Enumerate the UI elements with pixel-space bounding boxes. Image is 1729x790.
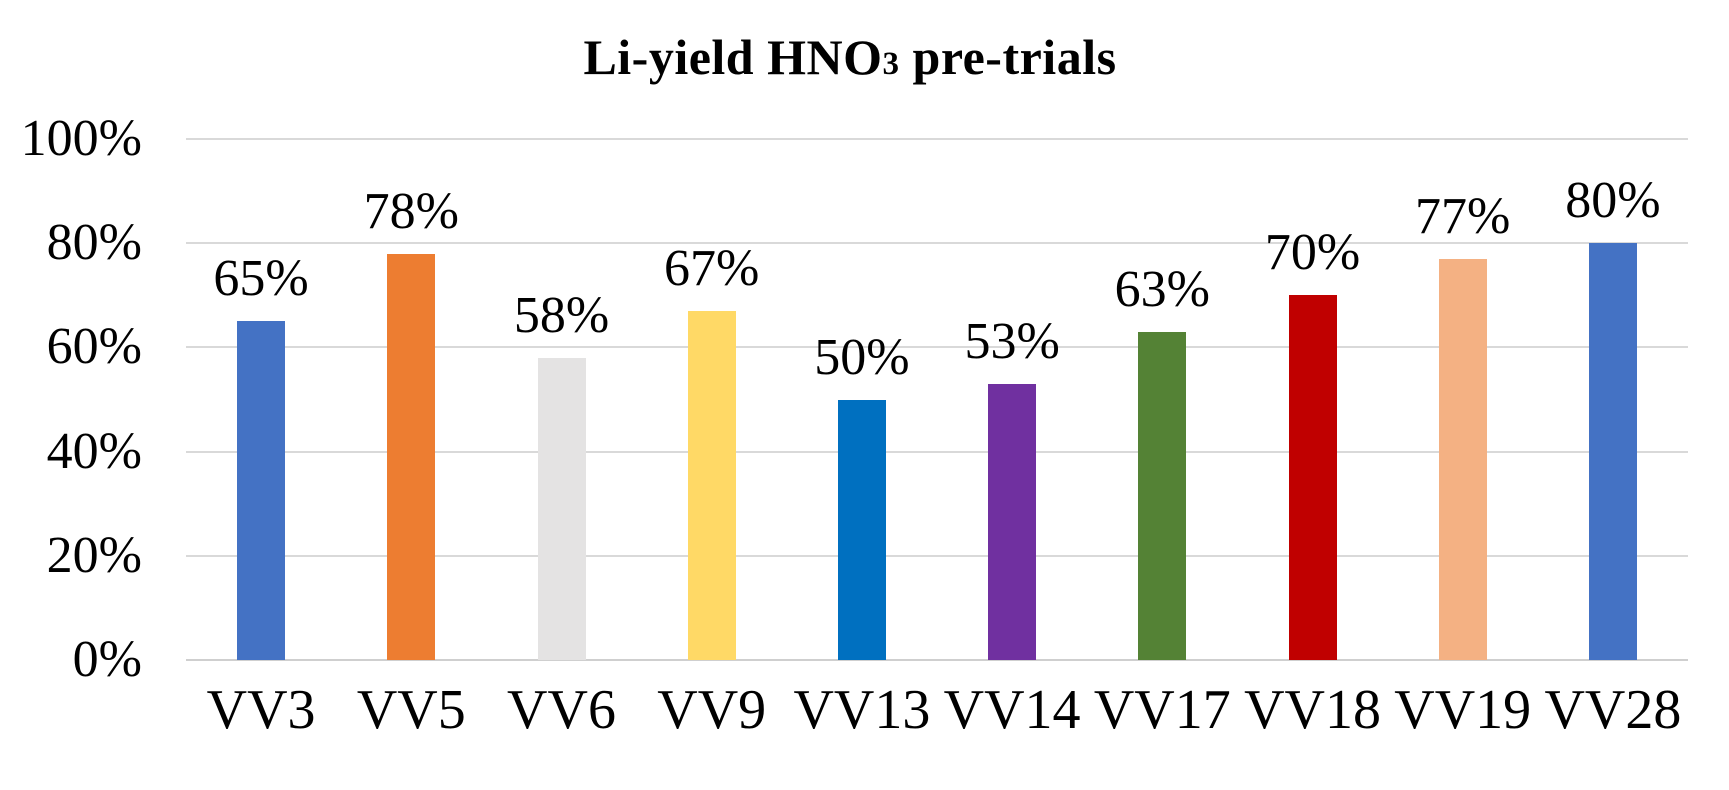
x-axis-label-vv9: VV9 bbox=[657, 679, 767, 741]
chart-title-subscript: 3 bbox=[882, 46, 900, 82]
category-vv18: 70% VV18 bbox=[1237, 139, 1387, 738]
bar-vv9 bbox=[687, 310, 736, 660]
bars-row: 65% VV3 78% VV5 58% VV6 67% VV9 50% VV13 53% VV14 63… bbox=[186, 139, 1688, 738]
data-label-vv18: 70% bbox=[1264, 224, 1361, 282]
category-vv19: 77% VV19 bbox=[1388, 139, 1538, 738]
x-axis-label-vv5: VV5 bbox=[356, 679, 466, 741]
chart-title-prefix: Li-yield HNO bbox=[583, 29, 883, 85]
bar-vv17 bbox=[1138, 331, 1187, 660]
category-vv17: 63% VV17 bbox=[1087, 139, 1237, 738]
x-axis-label-vv28: VV28 bbox=[1544, 679, 1682, 741]
x-axis-label-vv18: VV18 bbox=[1244, 679, 1381, 741]
x-axis-label-vv6: VV6 bbox=[507, 679, 616, 741]
gridlines-layer: 0% 20% 40% 60% 80% 100% bbox=[21, 113, 1688, 686]
bar-vv19 bbox=[1438, 258, 1487, 660]
data-label-vv13: 50% bbox=[814, 328, 910, 386]
x-axis-label-vv14: VV14 bbox=[943, 679, 1081, 741]
x-axis-label-vv17: VV17 bbox=[1093, 679, 1231, 741]
category-vv6: 58% VV6 bbox=[486, 139, 636, 738]
data-label-vv3: 65% bbox=[213, 250, 309, 308]
data-label-vv6: 58% bbox=[513, 286, 610, 344]
data-label-vv17: 63% bbox=[1114, 260, 1210, 318]
data-label-vv5: 78% bbox=[363, 182, 459, 240]
bar-vv14 bbox=[988, 383, 1037, 660]
gridline-0 bbox=[186, 659, 1688, 661]
bar-vv3 bbox=[237, 321, 286, 660]
chart-title: Li-yield HNO3 pre-trials bbox=[0, 28, 1700, 86]
gridline-80 bbox=[186, 242, 1688, 245]
bar-vv18 bbox=[1288, 295, 1337, 660]
x-axis-label-vv3: VV3 bbox=[206, 679, 316, 741]
category-vv14: 53% VV14 bbox=[937, 139, 1087, 738]
data-label-vv28: 80% bbox=[1565, 172, 1661, 230]
data-label-vv14: 53% bbox=[964, 312, 1060, 370]
x-axis-label-vv13: VV13 bbox=[793, 679, 931, 741]
gridline-100 bbox=[186, 138, 1688, 140]
x-axis-label-vv19: VV19 bbox=[1394, 679, 1532, 741]
gridline-60 bbox=[186, 346, 1688, 349]
gridline-40 bbox=[186, 450, 1688, 453]
bar-vv28 bbox=[1588, 243, 1637, 660]
category-vv13: 50% VV13 bbox=[787, 139, 937, 738]
category-vv5: 78% VV5 bbox=[336, 139, 486, 738]
chart-title-suffix: pre-trials bbox=[899, 29, 1117, 85]
bar-vv6 bbox=[537, 357, 586, 660]
category-vv28: 80% VV28 bbox=[1538, 139, 1688, 738]
category-vv9: 67% VV9 bbox=[637, 139, 787, 738]
gridline-20 bbox=[186, 554, 1688, 557]
bar-vv13 bbox=[837, 399, 886, 660]
bar-vv5 bbox=[387, 253, 436, 660]
data-label-vv19: 77% bbox=[1415, 187, 1511, 245]
plot-area: 0% 20% 40% 60% 80% 100% 65% VV3 78% VV5 58% VV6 67%… bbox=[21, 113, 1688, 738]
category-vv3: 65% VV3 bbox=[186, 139, 336, 738]
data-label-vv9: 67% bbox=[664, 239, 760, 297]
